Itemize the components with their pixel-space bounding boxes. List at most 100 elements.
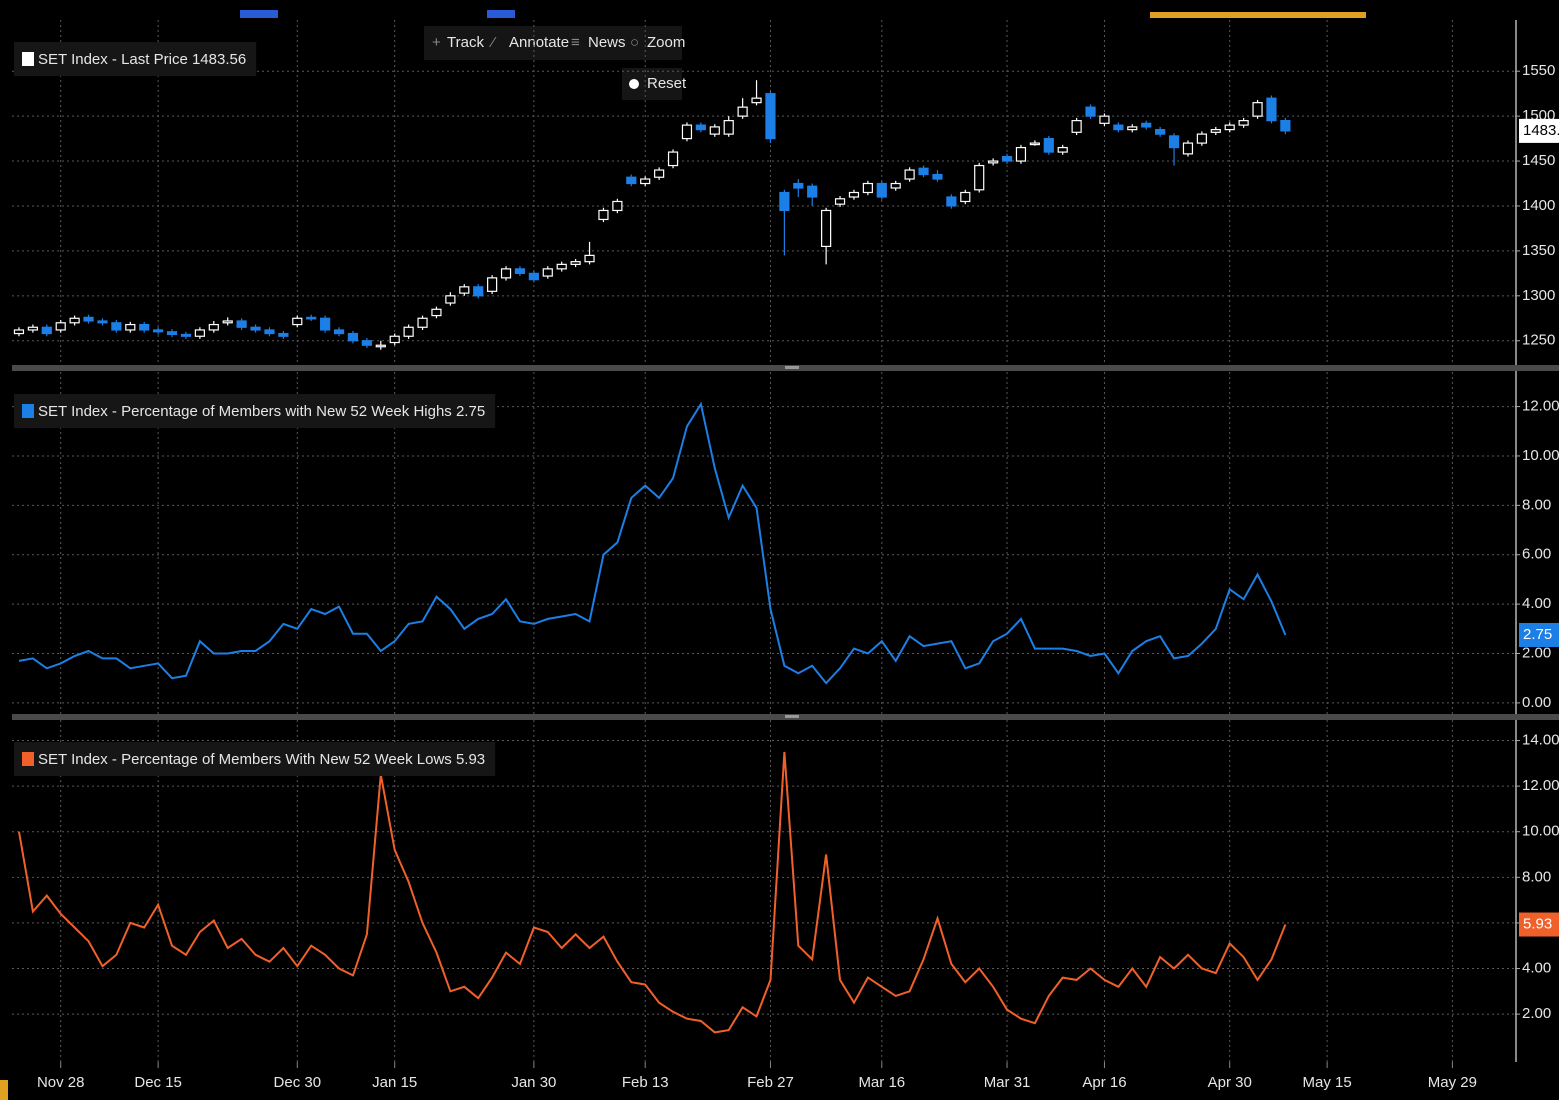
x-tick-label: Dec 15	[134, 1074, 182, 1091]
candle-body	[403, 326, 414, 337]
candle-body	[695, 124, 706, 131]
candle-body	[640, 178, 651, 185]
candle-body	[1266, 97, 1277, 122]
candle-body	[988, 160, 999, 164]
x-tick-label: Feb 27	[747, 1074, 794, 1091]
last-value-tag	[1519, 912, 1559, 937]
candle-body	[1224, 124, 1235, 131]
news-icon: ≡	[571, 34, 580, 51]
y-tick-label: 8.00	[1522, 496, 1551, 513]
x-tick-label: Apr 30	[1208, 1074, 1252, 1091]
candle-body	[737, 106, 748, 117]
candle-body	[918, 167, 929, 176]
candle-body	[139, 323, 150, 331]
legend-text: SET Index - Percentage of Members With N…	[38, 751, 485, 768]
candle-body	[974, 164, 985, 191]
candle-body	[667, 151, 679, 167]
candle-body	[960, 191, 971, 203]
line-series	[18, 401, 1287, 685]
y-tick-label: 1350	[1522, 242, 1555, 259]
candle-body	[654, 169, 665, 178]
candle-body	[459, 286, 470, 294]
candle-body	[932, 173, 943, 180]
candle-body	[1238, 120, 1249, 126]
candle-body	[278, 332, 289, 337]
candle-body	[793, 182, 804, 189]
candle-body	[1141, 122, 1152, 128]
last-value-label: 5.93	[1523, 915, 1552, 932]
x-tick-label: May 29	[1428, 1074, 1477, 1091]
y-tick-label: 12.00	[1522, 398, 1559, 415]
top-tab	[487, 10, 515, 18]
x-tick-label: Mar 16	[858, 1074, 905, 1091]
last-value-tag	[1519, 118, 1559, 143]
top-tab	[240, 10, 278, 18]
y-tick-label: 1450	[1522, 152, 1555, 169]
candle-body	[306, 316, 317, 320]
last-value-tag	[1519, 622, 1559, 647]
x-tick-label: Apr 16	[1082, 1074, 1126, 1091]
candle-body	[514, 268, 526, 274]
candle-body	[180, 333, 192, 337]
legend-text: SET Index - Last Price 1483.56	[38, 51, 246, 68]
candle-body	[333, 329, 345, 335]
candle-body	[1099, 115, 1110, 124]
y-tick-label: 10.00	[1522, 823, 1559, 840]
zoom-icon: ○	[630, 34, 639, 51]
candle-body	[904, 169, 915, 180]
candle-body	[55, 322, 66, 331]
candle-body	[709, 126, 720, 135]
candle-body	[1113, 124, 1124, 131]
y-tick-label: 14.00	[1522, 731, 1559, 748]
candle-body	[1001, 155, 1013, 162]
candle-body	[890, 182, 901, 189]
reset-icon	[629, 79, 639, 89]
candle-body	[765, 93, 776, 140]
legend-bg	[14, 42, 257, 76]
y-tick-label: 4.00	[1522, 595, 1551, 612]
annotate-icon: ⁄	[488, 34, 497, 51]
axis-line	[1515, 20, 1517, 1062]
y-tick-label: 1250	[1522, 332, 1555, 349]
x-tick-label: May 15	[1303, 1074, 1352, 1091]
candle-body	[125, 323, 136, 331]
candle-body	[1155, 129, 1166, 135]
candle-body	[250, 326, 261, 331]
candle-body	[626, 176, 637, 185]
legend-bg	[14, 394, 496, 428]
legend: SET Index - Percentage of Members with N…	[14, 394, 496, 428]
x-tick-label: Dec 30	[274, 1074, 322, 1091]
candle-body	[876, 182, 887, 198]
candle-body	[473, 286, 484, 297]
candle-body	[681, 124, 693, 140]
toolbar-button[interactable]: Track	[447, 34, 484, 51]
candle-body	[542, 268, 553, 277]
toolbar-button[interactable]: News	[588, 34, 626, 51]
y-tick-label: 2.00	[1522, 1005, 1551, 1022]
y-tick-label: 1400	[1522, 197, 1555, 214]
toolbar-button[interactable]: Annotate	[509, 34, 569, 51]
reset-button[interactable]: Reset	[647, 75, 687, 92]
y-tick-label: 10.00	[1522, 447, 1559, 464]
x-tick-label: Jan 15	[372, 1074, 417, 1091]
candle-body	[292, 317, 303, 326]
candle-body	[500, 268, 512, 279]
candle-body	[222, 320, 233, 324]
candle-body	[1071, 120, 1082, 133]
candle-body	[389, 335, 400, 344]
y-tick-label: 12.00	[1522, 777, 1559, 794]
y-tick-label: 1300	[1522, 287, 1555, 304]
x-tick-label: Mar 31	[984, 1074, 1031, 1091]
toolbar-button[interactable]: Zoom	[647, 34, 685, 51]
y-tick-label: 6.00	[1522, 546, 1551, 563]
candle-body	[166, 331, 178, 336]
candle-body	[69, 317, 80, 324]
y-tick-label: 0.00	[1522, 694, 1551, 711]
candle-body	[1085, 106, 1096, 117]
last-value-label: 1483.5	[1523, 122, 1559, 139]
y-tick-label: 8.00	[1522, 868, 1551, 885]
candle-body	[834, 198, 846, 205]
candle-body	[807, 185, 818, 198]
x-tick-label: Nov 28	[37, 1074, 85, 1091]
top-tab	[1150, 12, 1366, 18]
